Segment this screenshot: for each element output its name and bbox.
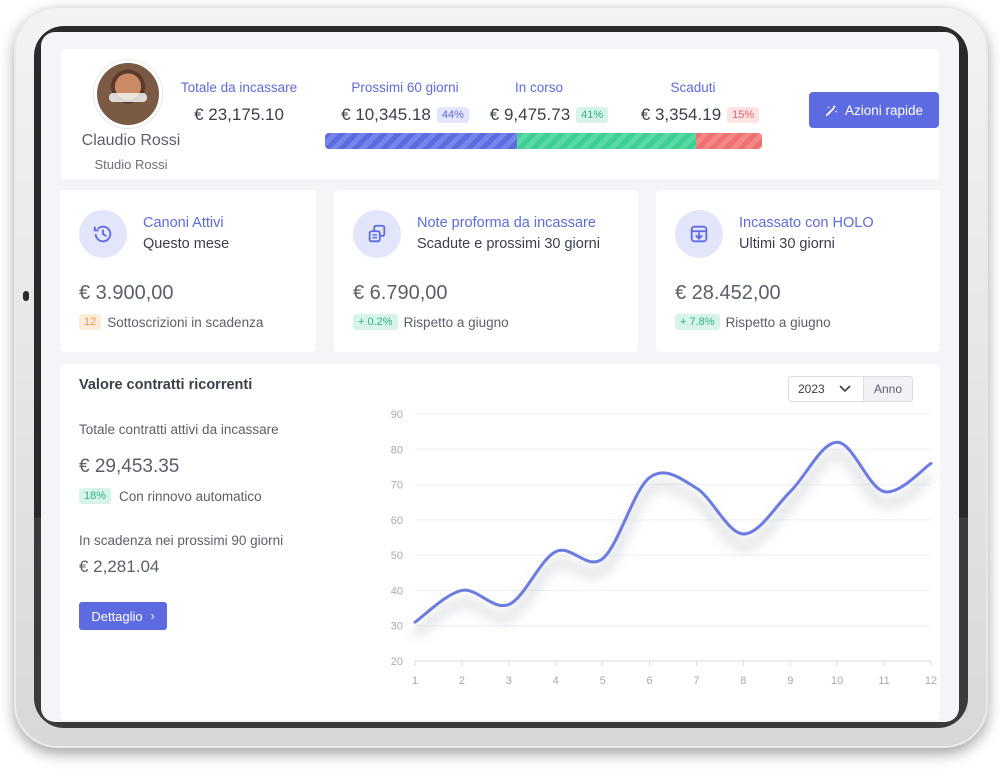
inbox-download-icon [675,210,723,258]
y-tick-label: 80 [391,444,403,456]
kpi-value: € 6.790,00 [353,282,448,304]
kpi-note: + 7.8% Rispetto a giugno [675,314,831,330]
year-select[interactable]: 2023 [788,376,864,402]
kpi-title: Canoni Attivi [143,215,224,231]
stat-value-in-progress: € 9,475.73 41% [469,105,629,125]
series-line-shadow [412,450,934,638]
kpi-badge: + 7.8% [675,314,720,330]
year-select-value: 2023 [798,382,825,396]
quick-actions-button[interactable]: Azioni rapide [809,92,939,128]
kpi-value: € 3.900,00 [79,282,174,304]
kpi-badge: + 0.2% [353,314,398,330]
x-tick-label: 10 [831,675,843,687]
detail-button[interactable]: Dettaglio › [79,602,167,630]
stat-label-60days: Prossimi 60 giorni [351,80,459,95]
app-screen: Claudio Rossi Studio Rossi Totale da inc… [41,32,959,722]
x-tick-label: 4 [553,675,559,687]
x-tick-label: 2 [459,675,465,687]
detail-button-label: Dettaglio [91,608,143,624]
x-tick-label: 12 [925,675,937,687]
expiring-label: In scadenza nei prossimi 90 giorni [79,533,284,548]
auto-renew-row: 18% Con rinnovo automatico [79,488,262,504]
avatar [94,60,162,128]
recurring-contracts-card: Valore contratti ricorrenti Totale contr… [60,364,940,720]
stat-value-total-text: € 23,175.10 [194,105,284,124]
summary-card: Claudio Rossi Studio Rossi Totale da inc… [61,49,939,179]
x-tick-label: 7 [693,675,699,687]
stat-label-in-progress: In corso [514,80,564,95]
kpi-note: 12 Sottoscrizioni in scadenza [79,314,263,330]
series-line [413,440,933,624]
expiring-value: € 2,281.04 [79,557,160,576]
stat-label-overdue: Scaduti [670,80,716,95]
x-tick-label: 3 [506,675,512,687]
bar-segment-in-progress [517,133,697,149]
y-tick-label: 90 [391,409,403,421]
x-tick-label: 11 [878,675,889,687]
kpi-subtitle: Ultimi 30 giorni [739,236,835,252]
y-tick-label: 50 [391,550,403,562]
stat-value-overdue-text: € 3,354.19 [640,105,722,124]
auto-renew-badge: 18% [79,488,112,504]
period-button[interactable]: Anno [864,376,913,402]
bar-segment-60days [325,133,518,149]
stat-value-60days-text: € 10,345.18 [341,105,431,124]
y-tick-label: 60 [391,515,403,527]
kpi-subtitle: Scadute e prossimi 30 giorni [417,236,600,252]
stat-label-total: Totale da incassare [180,80,298,95]
x-tick-label: 9 [787,675,793,687]
kpi-subtitle: Questo mese [143,236,230,252]
kpi-note-text: Sottoscrizioni in scadenza [107,315,264,330]
user-name: Claudio Rossi [81,132,181,149]
kpi-note-text: Rispetto a giugno [403,315,509,330]
x-tick-label: 1 [412,675,418,687]
kpi-note: + 0.2% Rispetto a giugno [353,314,509,330]
stat-value-overdue: € 3,354.19 15% [625,105,775,125]
kpi-title: Incassato con HOLO [739,215,874,231]
badge-in-progress: 41% [576,107,609,123]
kpi-card-proforma[interactable]: Note proforma da incassare Scadute e pro… [334,190,638,352]
total-active-value: € 29,453.35 [79,456,180,477]
total-active-label: Totale contratti attivi da incassare [79,422,279,437]
user-company: Studio Rossi [94,157,168,172]
y-tick-label: 20 [391,656,403,668]
badge-overdue: 15% [727,107,760,123]
bar-segment-overdue [696,133,762,149]
kpi-value: € 28.452,00 [675,282,781,304]
x-tick-label: 6 [646,675,652,687]
magic-wand-icon [825,104,838,116]
y-tick-label: 70 [391,480,403,492]
kpi-card-holo[interactable]: Incassato con HOLO Ultimi 30 giorni € 28… [656,190,940,352]
side-button [23,291,29,301]
kpi-badge: 12 [79,314,102,330]
tablet-frame: Claudio Rossi Studio Rossi Totale da inc… [14,6,988,748]
badge-60days: 44% [436,107,469,123]
recurring-title: Valore contratti ricorrenti [79,377,253,393]
y-tick-label: 40 [391,585,403,597]
stat-value-total: € 23,175.10 [169,105,309,125]
x-tick-label: 8 [740,675,746,687]
quick-actions-label: Azioni rapide [844,102,924,118]
stat-value-60days: € 10,345.18 44% [315,105,495,125]
documents-icon [353,210,401,258]
y-tick-label: 30 [391,621,403,633]
chevron-right-icon: › [150,609,155,623]
kpi-note-text: Rispetto a giugno [725,315,831,330]
distribution-bar [325,133,762,149]
x-tick-label: 5 [600,675,606,687]
history-icon [79,210,127,258]
kpi-card-active-fees[interactable]: Canoni Attivi Questo mese € 3.900,00 12 S… [60,190,316,352]
stat-value-in-progress-text: € 9,475.73 [489,105,571,124]
chevron-down-icon [839,385,851,393]
auto-renew-label: Con rinnovo automatico [119,489,262,504]
kpi-title: Note proforma da incassare [417,215,596,231]
